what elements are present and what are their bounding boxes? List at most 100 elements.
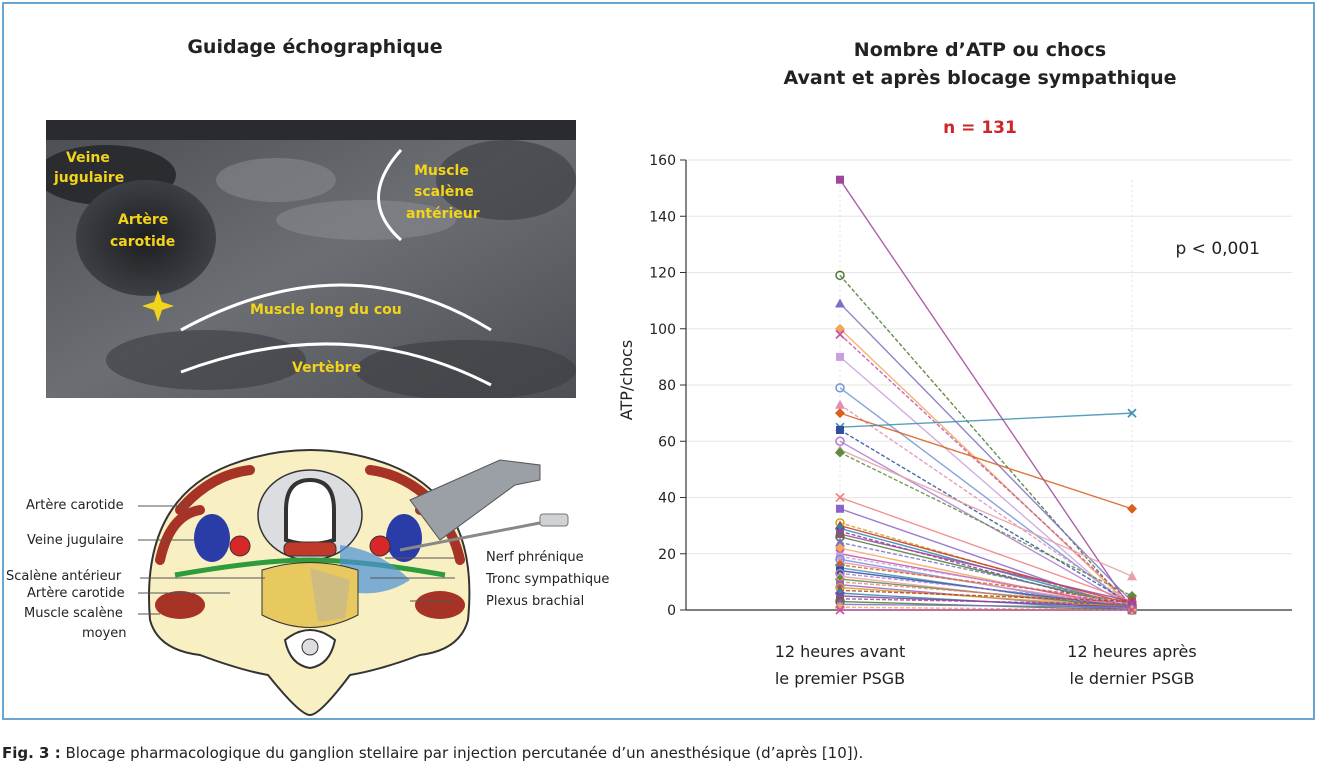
series-line — [839, 598, 1133, 606]
caption-text: Blocage pharmacologique du ganglion stel… — [60, 744, 864, 762]
series-point — [835, 270, 845, 281]
series-0 — [836, 175, 1136, 614]
label-muscle-scalene-2: moyen — [82, 626, 127, 641]
y-tick-label: 0 — [667, 603, 676, 619]
series-line — [839, 404, 1133, 605]
series-point — [836, 352, 844, 361]
y-tick-label: 140 — [649, 209, 676, 225]
us-label-muscle-2: scalène — [414, 184, 474, 200]
series-point — [836, 175, 844, 184]
sample-size-label: n = 131 — [943, 118, 1017, 138]
x-category-label: 12 heures après — [1067, 642, 1196, 661]
series-line — [839, 603, 1133, 608]
y-axis-label: ATP/chocs — [617, 340, 636, 420]
series-line — [839, 451, 1133, 597]
series-line — [839, 533, 1133, 603]
series-point — [836, 566, 844, 575]
us-label-artere-2: carotide — [110, 234, 175, 250]
series-44 — [835, 605, 1137, 615]
series-point — [835, 492, 845, 503]
series-point — [1127, 571, 1137, 581]
us-label-veine-2: jugulaire — [53, 170, 124, 186]
probe-shadow-area — [310, 568, 350, 622]
series-line — [839, 179, 1133, 611]
series-line — [839, 333, 1133, 605]
series-point — [835, 298, 845, 308]
artery-shape — [76, 180, 216, 296]
x-category-label: le dernier PSGB — [1070, 669, 1195, 688]
series-line — [839, 555, 1133, 606]
us-label-muscle-1: Muscle — [414, 163, 469, 179]
us-label-veine-1: Veine — [66, 150, 110, 166]
label-nerf-phrenique: Nerf phrénique — [486, 550, 584, 565]
y-tick-label: 120 — [649, 266, 676, 282]
chart-title-line1: Nombre d’ATP ou chocs — [853, 39, 1107, 61]
long-neck-muscle-outline — [180, 283, 492, 332]
jugular-vein-right-icon — [386, 514, 422, 562]
series-line — [839, 412, 1133, 428]
label-muscle-scalene-1: Muscle scalène — [24, 606, 123, 621]
paired-line-chart: 0 20 40 60 80 100 120 140 160 12 heures avant le p… — [617, 153, 1292, 688]
x-category-label: 12 heures avant — [775, 642, 906, 661]
fascia-line — [174, 557, 446, 578]
muscle-sternocleido-left — [175, 465, 255, 515]
us-label-muscle-3: antérieur — [406, 206, 480, 222]
ultrasound-title: Guidage échographique — [187, 36, 443, 58]
y-tick-label: 80 — [658, 378, 676, 394]
series-line — [839, 274, 1133, 611]
series-9 — [835, 408, 1137, 432]
series-point — [1127, 408, 1137, 418]
chart-title-line2: Avant et après blocage sympathique — [783, 67, 1177, 89]
us-label-artere-1: Artère — [118, 212, 168, 228]
series-line — [839, 429, 1133, 605]
syringe-icon — [539, 513, 569, 527]
label-plexus-brachial: Plexus brachial — [486, 594, 584, 609]
spinal-cord-icon — [301, 638, 319, 656]
muscle-scalene-outline — [377, 148, 403, 242]
y-tick-label: 160 — [649, 153, 676, 169]
series-line — [839, 328, 1133, 608]
esophagus-icon — [283, 541, 337, 557]
series-point — [1127, 503, 1137, 514]
series-point — [836, 426, 844, 434]
series-line — [839, 589, 1133, 603]
series-point — [835, 329, 845, 339]
caption-prefix: Fig. 3 : — [2, 744, 61, 762]
series-line — [839, 564, 1133, 603]
series-line — [839, 581, 1133, 606]
label-artere-carotide-1: Artère carotide — [26, 498, 124, 513]
series-point — [836, 594, 844, 603]
us-label-long-cou: Muscle long du cou — [250, 302, 402, 318]
series-point — [836, 580, 844, 589]
y-tick-label: 100 — [649, 322, 676, 338]
series-5 — [836, 352, 1136, 614]
figure-caption: Fig. 3 : Blocage pharmacologique du gang… — [2, 744, 863, 762]
anatomy-diagram: Artère carotide Veine jugulaire Scalène … — [6, 449, 609, 717]
y-tick-label: 20 — [658, 547, 676, 563]
series-point — [1127, 605, 1137, 615]
x-category-label: le premier PSGB — [775, 669, 905, 688]
series-point — [835, 537, 845, 547]
chart-series — [835, 175, 1137, 615]
series-point — [836, 504, 844, 513]
series-line — [839, 524, 1133, 606]
series-line — [839, 541, 1133, 606]
carotid-right-icon — [369, 535, 391, 557]
series-8 — [835, 408, 1137, 514]
series-line — [839, 536, 1133, 608]
p-value-label: p < 0,001 — [1175, 239, 1260, 259]
label-tronc-sympathique: Tronc sympathique — [485, 572, 609, 587]
scalene-muscle-left — [155, 591, 205, 619]
series-line — [839, 449, 1133, 577]
target-star-icon — [142, 290, 174, 322]
series-line — [839, 496, 1133, 603]
vertebra-outline — [180, 342, 492, 387]
chart-title: Nombre d’ATP ou chocs Avant et après blo… — [720, 36, 1240, 92]
scalene-muscle-right — [415, 591, 465, 619]
us-label-vertebre: Vertèbre — [292, 360, 361, 376]
y-tick-label: 40 — [658, 491, 676, 507]
series-13 — [835, 447, 1137, 601]
series-point — [835, 399, 845, 409]
series-point — [835, 605, 845, 615]
series-1 — [835, 270, 1137, 615]
